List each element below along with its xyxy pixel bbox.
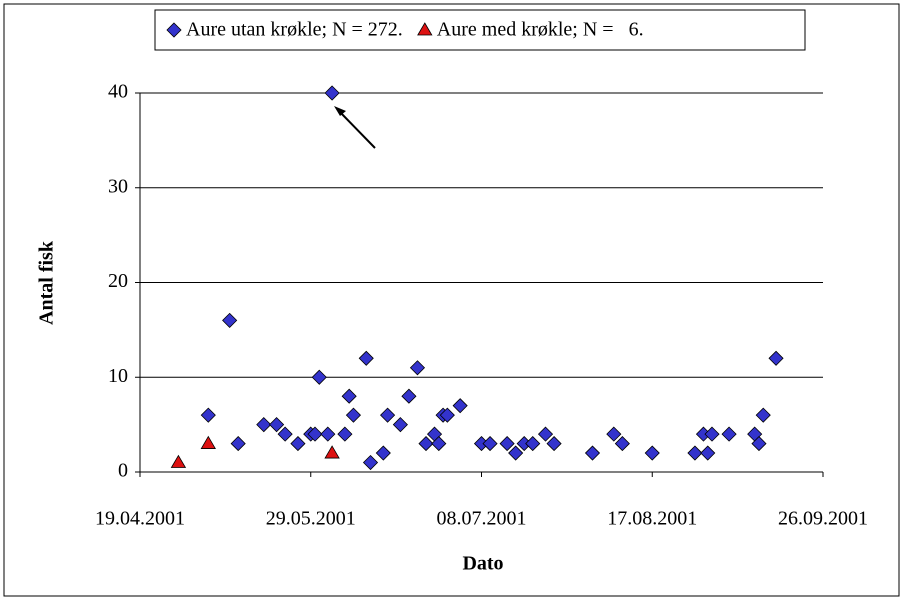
point [614, 436, 630, 452]
point [337, 426, 353, 442]
point [431, 436, 447, 452]
point [362, 454, 379, 471]
point [687, 445, 703, 461]
point [320, 426, 336, 442]
legend [154, 9, 806, 51]
y-tick-label: 20 [108, 270, 128, 292]
point [644, 445, 660, 461]
point [170, 454, 187, 468]
point [200, 435, 216, 449]
x-tick-label: 17.08.2001 [607, 508, 697, 530]
x-tick-label: 19.04.2001 [95, 508, 185, 530]
y-tick-label: 10 [108, 365, 128, 387]
x-axis-title: Dato [462, 553, 503, 575]
legend-marker [166, 22, 182, 38]
y-tick-label: 0 [118, 460, 128, 482]
point [525, 436, 541, 452]
point [721, 426, 737, 442]
x-tick-label: 26.09.2001 [778, 508, 868, 530]
legend-label: Aure med krøkle; N = 6. [437, 19, 644, 41]
y-axis-title: Antal fisk [36, 240, 58, 325]
point [375, 445, 391, 461]
point [409, 360, 426, 376]
point [345, 407, 362, 423]
point [230, 436, 246, 452]
point [584, 445, 601, 461]
point [704, 426, 720, 442]
point [751, 436, 767, 452]
point [418, 436, 434, 452]
chart-frame [3, 3, 900, 597]
point [341, 388, 357, 404]
point [256, 417, 272, 433]
y-tick-label: 40 [108, 81, 128, 103]
point [380, 407, 396, 423]
point [307, 426, 323, 442]
point [700, 445, 716, 461]
x-tick-label: 29.05.2001 [266, 508, 356, 530]
x-tick-label: 08.07.2001 [437, 508, 527, 530]
point [482, 436, 498, 452]
point [269, 417, 285, 433]
legend-label: Aure utan krøkle; N = 272. [186, 19, 403, 41]
arrow-head [334, 106, 346, 116]
point [499, 436, 515, 452]
point [439, 407, 455, 423]
point [324, 445, 340, 459]
point [324, 85, 340, 101]
point [222, 312, 238, 328]
point [755, 407, 771, 423]
point [401, 388, 417, 404]
point [508, 445, 524, 461]
legend-marker [417, 22, 433, 36]
annotation-arrow [337, 109, 376, 149]
point [200, 407, 216, 423]
point [546, 436, 562, 452]
point [277, 426, 293, 442]
point [452, 398, 468, 414]
point [606, 426, 622, 442]
point [537, 426, 554, 442]
point [768, 350, 784, 366]
y-tick-label: 30 [108, 175, 128, 197]
point [358, 350, 374, 366]
point [392, 417, 408, 433]
point [290, 436, 306, 452]
point [311, 369, 327, 385]
